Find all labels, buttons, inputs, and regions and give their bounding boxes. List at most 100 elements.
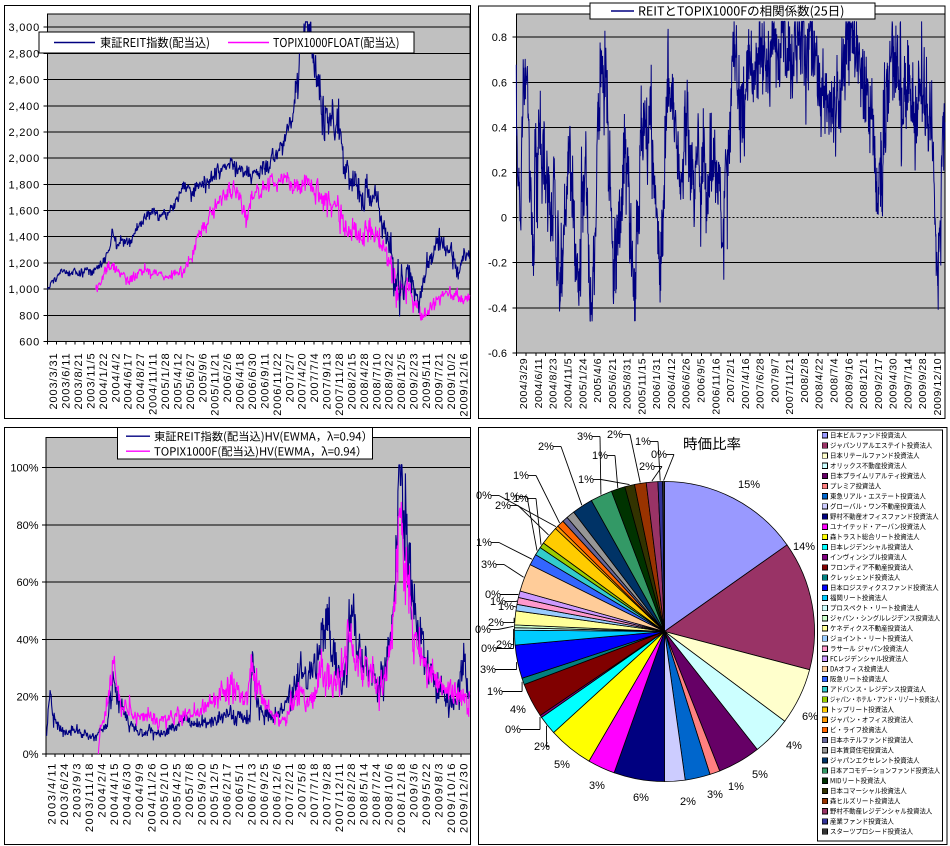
svg-text:2008/12/1: 2008/12/1 <box>858 358 870 409</box>
svg-text:2004/9/9: 2004/9/9 <box>134 762 146 818</box>
svg-text:2004/8/27: 2004/8/27 <box>135 353 147 410</box>
svg-text:1,800: 1,800 <box>8 179 40 191</box>
svg-text:2007/12/11: 2007/12/11 <box>334 762 346 832</box>
svg-text:2%: 2% <box>680 796 696 808</box>
svg-text:2%: 2% <box>496 639 512 651</box>
svg-text:2006/12/6: 2006/12/6 <box>271 762 283 825</box>
svg-text:2005/6/21: 2005/6/21 <box>607 358 619 409</box>
svg-text:3%: 3% <box>577 431 593 443</box>
svg-text:14%: 14% <box>793 541 815 553</box>
svg-text:2%: 2% <box>639 461 655 473</box>
svg-text:2006/4/18: 2006/4/18 <box>235 353 247 410</box>
svg-text:5%: 5% <box>752 769 768 781</box>
svg-text:2008/12/18: 2008/12/18 <box>396 762 408 833</box>
svg-text:2003/11/18: 2003/11/18 <box>84 762 96 832</box>
svg-text:20%: 20% <box>16 692 38 704</box>
svg-text:2009/5/11: 2009/5/11 <box>421 353 433 409</box>
svg-text:2,200: 2,200 <box>8 127 40 139</box>
svg-text:800: 800 <box>19 310 40 322</box>
svg-text:2008/10/6: 2008/10/6 <box>384 762 396 825</box>
svg-text:3%: 3% <box>481 559 497 571</box>
svg-text:2007/5/8: 2007/5/8 <box>296 762 308 818</box>
svg-text:2008/5/14: 2008/5/14 <box>359 762 371 825</box>
svg-text:2,000: 2,000 <box>8 153 40 165</box>
svg-text:40%: 40% <box>16 634 38 646</box>
svg-text:2007/11/21: 2007/11/21 <box>784 358 796 415</box>
svg-text:1%: 1% <box>513 470 529 482</box>
svg-text:60%: 60% <box>16 577 38 589</box>
svg-text:2%: 2% <box>495 500 511 512</box>
svg-text:2007/11/28: 2007/11/28 <box>334 353 346 416</box>
svg-text:2005/7/8: 2005/7/8 <box>184 762 196 818</box>
svg-text:0%: 0% <box>485 589 501 601</box>
svg-text:2005/11/15: 2005/11/15 <box>636 358 648 415</box>
svg-text:2004/11/5: 2004/11/5 <box>563 358 575 408</box>
svg-text:2004/11/26: 2004/11/26 <box>147 762 159 832</box>
svg-text:2%: 2% <box>538 441 554 453</box>
svg-text:2005/8/31: 2005/8/31 <box>622 358 634 409</box>
svg-text:1%: 1% <box>728 781 744 793</box>
svg-text:2007/9/13: 2007/9/13 <box>322 353 334 410</box>
svg-text:80%: 80% <box>16 520 38 532</box>
svg-text:2008/2/28: 2008/2/28 <box>346 762 358 825</box>
svg-text:2005/4/25: 2005/4/25 <box>172 762 184 825</box>
svg-text:2007/2/7: 2007/2/7 <box>284 353 296 403</box>
svg-text:2004/6/11: 2004/6/11 <box>533 358 545 408</box>
svg-text:2006/6/26: 2006/6/26 <box>681 358 693 409</box>
svg-text:4%: 4% <box>510 704 526 716</box>
svg-text:2007/4/16: 2007/4/16 <box>740 358 752 409</box>
svg-text:2006/2/17: 2006/2/17 <box>222 762 234 825</box>
svg-text:2008/4/28: 2008/4/28 <box>359 353 371 410</box>
svg-text:1%: 1% <box>513 493 529 505</box>
svg-text:-0.6: -0.6 <box>488 348 507 360</box>
svg-text:2009/4/30: 2009/4/30 <box>888 358 900 409</box>
svg-text:2006/9/25: 2006/9/25 <box>259 762 271 825</box>
svg-text:2004/8/23: 2004/8/23 <box>548 358 560 409</box>
svg-text:2009/2/17: 2009/2/17 <box>873 358 885 409</box>
svg-text:2007/4/20: 2007/4/20 <box>297 353 309 410</box>
svg-text:2006/5/1: 2006/5/1 <box>234 762 246 818</box>
svg-text:1,000: 1,000 <box>8 284 40 296</box>
svg-text:2009/12/10: 2009/12/10 <box>932 358 944 416</box>
svg-text:0%: 0% <box>475 624 491 636</box>
svg-text:2009/5/22: 2009/5/22 <box>421 762 433 825</box>
svg-text:1%: 1% <box>635 436 651 448</box>
svg-text:2005/9/20: 2005/9/20 <box>197 762 209 825</box>
svg-text:2005/1/24: 2005/1/24 <box>577 358 589 409</box>
svg-text:2008/7/4: 2008/7/4 <box>829 358 841 403</box>
svg-text:2008/7/10: 2008/7/10 <box>371 353 383 410</box>
svg-text:2009/7/21: 2009/7/21 <box>433 353 445 410</box>
svg-text:2009/9/28: 2009/9/28 <box>917 358 929 409</box>
svg-text:2004/1/22: 2004/1/22 <box>98 353 110 410</box>
svg-text:15%: 15% <box>738 479 760 491</box>
svg-text:1,400: 1,400 <box>8 232 40 244</box>
svg-text:2006/4/12: 2006/4/12 <box>666 358 678 409</box>
svg-text:2005/6/27: 2005/6/27 <box>185 353 197 410</box>
svg-text:2006/6/30: 2006/6/30 <box>247 353 259 410</box>
svg-text:-0.4: -0.4 <box>488 303 507 315</box>
svg-text:100%: 100% <box>10 463 38 475</box>
svg-text:2003/6/24: 2003/6/24 <box>59 762 71 825</box>
svg-text:2007/6/28: 2007/6/28 <box>755 358 767 409</box>
svg-text:1%: 1% <box>476 537 492 549</box>
svg-text:2003/8/21: 2003/8/21 <box>73 353 85 410</box>
svg-text:2003/3/31: 2003/3/31 <box>48 353 60 410</box>
svg-text:2003/6/11: 2003/6/11 <box>61 353 73 409</box>
svg-text:1%: 1% <box>498 601 514 613</box>
svg-text:2004/4/2: 2004/4/2 <box>110 353 122 403</box>
svg-text:0.4: 0.4 <box>492 122 507 134</box>
svg-text:0%: 0% <box>476 490 492 502</box>
svg-text:2007/9/28: 2007/9/28 <box>321 762 333 825</box>
svg-text:1,200: 1,200 <box>8 258 40 270</box>
svg-text:2007/7/4: 2007/7/4 <box>309 353 321 403</box>
svg-text:2008/2/15: 2008/2/15 <box>346 353 358 410</box>
svg-text:2,600: 2,600 <box>8 75 40 87</box>
svg-text:1,600: 1,600 <box>8 206 40 218</box>
svg-text:0%: 0% <box>481 643 497 655</box>
svg-text:2004/6/17: 2004/6/17 <box>123 353 135 410</box>
svg-text:2009/12/16: 2009/12/16 <box>458 353 470 417</box>
svg-text:2009/2/23: 2009/2/23 <box>409 353 421 410</box>
svg-text:0.6: 0.6 <box>492 77 507 89</box>
svg-text:2003/9/3: 2003/9/3 <box>72 762 84 818</box>
svg-text:1%: 1% <box>578 474 594 486</box>
